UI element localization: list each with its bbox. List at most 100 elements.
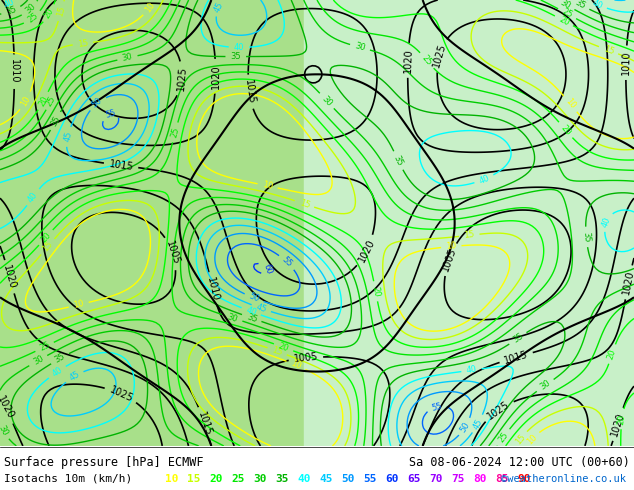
Text: 10: 10 — [262, 180, 274, 192]
Text: 40: 40 — [3, 0, 16, 10]
Text: 35: 35 — [245, 312, 258, 324]
Text: 45: 45 — [213, 0, 226, 13]
Text: 1015: 1015 — [503, 349, 529, 366]
Text: 1010: 1010 — [205, 276, 221, 302]
Text: 10: 10 — [525, 432, 538, 446]
Text: 10: 10 — [19, 94, 32, 108]
Text: 40: 40 — [245, 305, 257, 318]
Text: Sa 08-06-2024 12:00 UTC (00+60): Sa 08-06-2024 12:00 UTC (00+60) — [409, 456, 630, 469]
Text: 35: 35 — [53, 352, 67, 365]
Text: 30: 30 — [354, 42, 366, 53]
Text: 10: 10 — [290, 359, 302, 371]
Text: 25: 25 — [38, 341, 51, 353]
Text: 15: 15 — [41, 240, 55, 254]
Text: 1020: 1020 — [610, 411, 626, 438]
Text: Isotachs 10m (km/h): Isotachs 10m (km/h) — [4, 474, 139, 484]
Text: 35: 35 — [49, 114, 62, 128]
Text: 10: 10 — [72, 299, 85, 310]
Text: 55: 55 — [430, 401, 443, 413]
Text: 1020: 1020 — [356, 238, 377, 264]
Text: 20: 20 — [557, 14, 571, 27]
Text: 1005: 1005 — [293, 352, 319, 364]
Text: 15: 15 — [271, 345, 283, 357]
Text: 35: 35 — [4, 5, 18, 17]
Text: 1020: 1020 — [403, 48, 413, 73]
Text: 35: 35 — [230, 52, 241, 61]
Text: 20: 20 — [606, 347, 618, 361]
Text: 30: 30 — [121, 52, 134, 63]
Text: 20: 20 — [42, 7, 56, 20]
Text: 20: 20 — [370, 285, 381, 297]
Text: 40: 40 — [591, 0, 604, 11]
Text: 60: 60 — [385, 474, 399, 484]
Text: 15: 15 — [298, 198, 311, 210]
Text: 30: 30 — [559, 0, 573, 11]
Text: 1005: 1005 — [164, 240, 181, 267]
Text: 75: 75 — [451, 474, 465, 484]
Text: 10: 10 — [446, 242, 457, 251]
Text: 40: 40 — [234, 43, 244, 52]
Text: 30: 30 — [226, 312, 239, 324]
Text: 30: 30 — [253, 474, 266, 484]
Text: 35: 35 — [392, 154, 404, 167]
Text: 40: 40 — [27, 190, 40, 204]
Text: 55: 55 — [280, 255, 294, 269]
Text: 60: 60 — [261, 262, 273, 275]
Text: ©weatheronline.co.uk: ©weatheronline.co.uk — [501, 474, 626, 484]
Text: 1020: 1020 — [0, 394, 16, 421]
Text: 25: 25 — [45, 94, 58, 108]
Text: 1020: 1020 — [621, 270, 634, 295]
Text: 45: 45 — [62, 130, 74, 143]
Text: 25: 25 — [560, 7, 574, 20]
Text: 35: 35 — [275, 474, 288, 484]
Text: 35: 35 — [573, 0, 587, 11]
Text: 10: 10 — [165, 474, 179, 484]
Text: 45: 45 — [255, 302, 268, 314]
Text: 30: 30 — [538, 379, 552, 392]
Text: 1015: 1015 — [196, 410, 213, 437]
Text: 50: 50 — [458, 420, 472, 434]
Text: 20: 20 — [559, 123, 573, 137]
Text: 50: 50 — [341, 474, 354, 484]
Polygon shape — [304, 0, 634, 446]
Text: 20: 20 — [39, 231, 53, 245]
Text: 1020: 1020 — [1, 264, 18, 290]
Text: 1010: 1010 — [621, 50, 631, 75]
Text: 50: 50 — [91, 96, 104, 110]
Text: 25: 25 — [420, 53, 434, 68]
Text: 40: 40 — [600, 215, 612, 228]
Text: 40: 40 — [297, 474, 311, 484]
Text: 25: 25 — [231, 474, 245, 484]
Text: 15: 15 — [514, 432, 527, 446]
Text: 40: 40 — [477, 173, 491, 185]
Text: 15: 15 — [77, 39, 89, 49]
Text: 35: 35 — [511, 332, 525, 345]
Text: 85: 85 — [495, 474, 508, 484]
Text: 90: 90 — [517, 474, 531, 484]
Text: 1025: 1025 — [486, 399, 512, 421]
Text: 45: 45 — [68, 370, 81, 383]
Text: 10: 10 — [564, 97, 577, 111]
Text: 45: 45 — [472, 417, 484, 431]
Text: 50: 50 — [247, 292, 261, 304]
Text: 20: 20 — [37, 94, 50, 108]
Text: 25: 25 — [169, 126, 181, 139]
Text: 30: 30 — [0, 423, 10, 437]
Text: 30: 30 — [32, 354, 45, 367]
Text: 10: 10 — [143, 0, 157, 14]
Text: 80: 80 — [473, 474, 486, 484]
Text: 1015: 1015 — [108, 159, 134, 172]
Text: 55: 55 — [104, 108, 117, 120]
Text: 1020: 1020 — [210, 64, 221, 89]
Text: 30: 30 — [23, 2, 37, 16]
Text: 1015: 1015 — [243, 79, 256, 105]
Text: 30: 30 — [320, 94, 333, 108]
Text: 25: 25 — [496, 431, 510, 444]
Text: 1025: 1025 — [108, 384, 134, 404]
Text: 1025: 1025 — [176, 66, 188, 92]
Text: 15: 15 — [602, 44, 615, 56]
Text: Surface pressure [hPa] ECMWF: Surface pressure [hPa] ECMWF — [4, 456, 204, 469]
Text: 70: 70 — [429, 474, 443, 484]
Text: 1025: 1025 — [432, 42, 448, 69]
Text: 15: 15 — [463, 230, 475, 240]
